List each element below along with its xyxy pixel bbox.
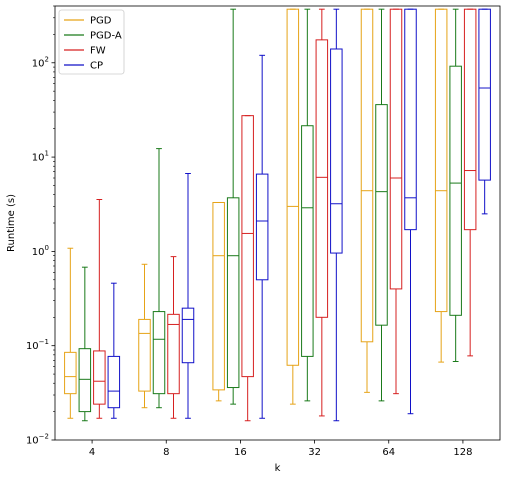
iqr-box: [389, 8, 403, 290]
legend-item-pgd-a: PGD-A: [64, 31, 122, 42]
iqr-box: [404, 8, 417, 231]
legend-label: FW: [90, 46, 106, 57]
iqr-box: [78, 348, 92, 413]
box-fw-k8: [167, 256, 180, 419]
iqr-box: [93, 350, 106, 405]
box-pgd-k64: [360, 8, 374, 393]
iqr-box: [64, 351, 77, 395]
box-fw-k32: [315, 8, 329, 417]
box-plot-marks: [64, 8, 491, 422]
box-pgd-k32: [286, 8, 300, 405]
box-fw-k64: [389, 8, 403, 395]
box-cp-k4: [107, 282, 121, 419]
box-pgd-k128: [434, 8, 448, 363]
box-cp-k8: [181, 172, 195, 419]
iqr-box: [167, 313, 180, 395]
iqr-box: [360, 8, 374, 343]
x-tick-label: 64: [382, 447, 395, 458]
box-pgd-a-k64: [375, 8, 388, 402]
iqr-box: [212, 201, 225, 391]
box-pgd-k8: [138, 263, 151, 409]
box-fw-k4: [93, 198, 106, 419]
iqr-box: [107, 355, 121, 409]
box-cp-k16: [255, 54, 269, 419]
x-tick-label: 16: [234, 447, 247, 458]
series-cp: [107, 8, 491, 422]
iqr-box: [330, 48, 343, 254]
box-fw-k16: [241, 115, 254, 422]
iqr-box: [181, 307, 195, 364]
x-tick-label: 128: [453, 447, 472, 458]
y-tick-label: 10−2: [26, 433, 49, 447]
x-tick-label: 32: [308, 447, 321, 458]
series-pgd-a: [78, 8, 462, 422]
legend-label: PGD-A: [90, 31, 122, 42]
iqr-box: [255, 173, 269, 281]
box-pgd-a-k8: [152, 148, 166, 409]
legend-label: CP: [90, 61, 103, 72]
y-tick-label: 101: [32, 150, 49, 164]
legend-frame: [58, 9, 125, 75]
legend-label: PGD: [90, 16, 112, 27]
y-tick-label: 102: [32, 55, 49, 69]
iqr-box: [449, 65, 462, 316]
iqr-box: [463, 8, 477, 231]
legend: PGD PGD-A FW CP: [58, 9, 125, 75]
iqr-box: [226, 197, 240, 389]
x-axis-ticks: 4 8 16 32 64 128: [89, 440, 472, 458]
iqr-box: [138, 318, 151, 392]
iqr-box: [241, 115, 254, 378]
series-pgd: [64, 8, 448, 419]
box-pgd-a-k4: [78, 266, 92, 422]
y-axis-ticks: 10−2 10−1 100 101 102: [26, 5, 55, 447]
iqr-box: [375, 104, 388, 326]
box-pgd-a-k32: [301, 8, 314, 402]
y-tick-label: 100: [32, 244, 49, 258]
iqr-box: [152, 311, 166, 395]
iqr-box: [301, 125, 314, 357]
iqr-box: [315, 39, 329, 318]
legend-item-pgd: PGD: [64, 16, 112, 27]
box-cp-k32: [330, 8, 343, 422]
iqr-box: [434, 8, 448, 313]
x-axis-label: k: [275, 463, 281, 474]
box-cp-k128: [478, 8, 491, 215]
box-pgd-k4: [64, 247, 77, 419]
box-fw-k128: [463, 8, 477, 357]
box-pgd-a-k16: [226, 8, 240, 405]
legend-item-cp: CP: [64, 61, 103, 72]
box-cp-k64: [404, 8, 417, 415]
x-tick-label: 4: [89, 447, 95, 458]
legend-item-fw: FW: [64, 46, 106, 57]
y-tick-label: 10−1: [26, 338, 49, 352]
iqr-box: [286, 8, 300, 366]
iqr-box: [478, 8, 491, 181]
box-pgd-a-k128: [449, 8, 462, 362]
box-pgd-k16: [212, 201, 225, 402]
plot-frame: [54, 5, 501, 441]
series-fw: [93, 8, 477, 422]
y-axis-label: Runtime (s): [6, 194, 17, 252]
x-tick-label: 8: [163, 447, 169, 458]
